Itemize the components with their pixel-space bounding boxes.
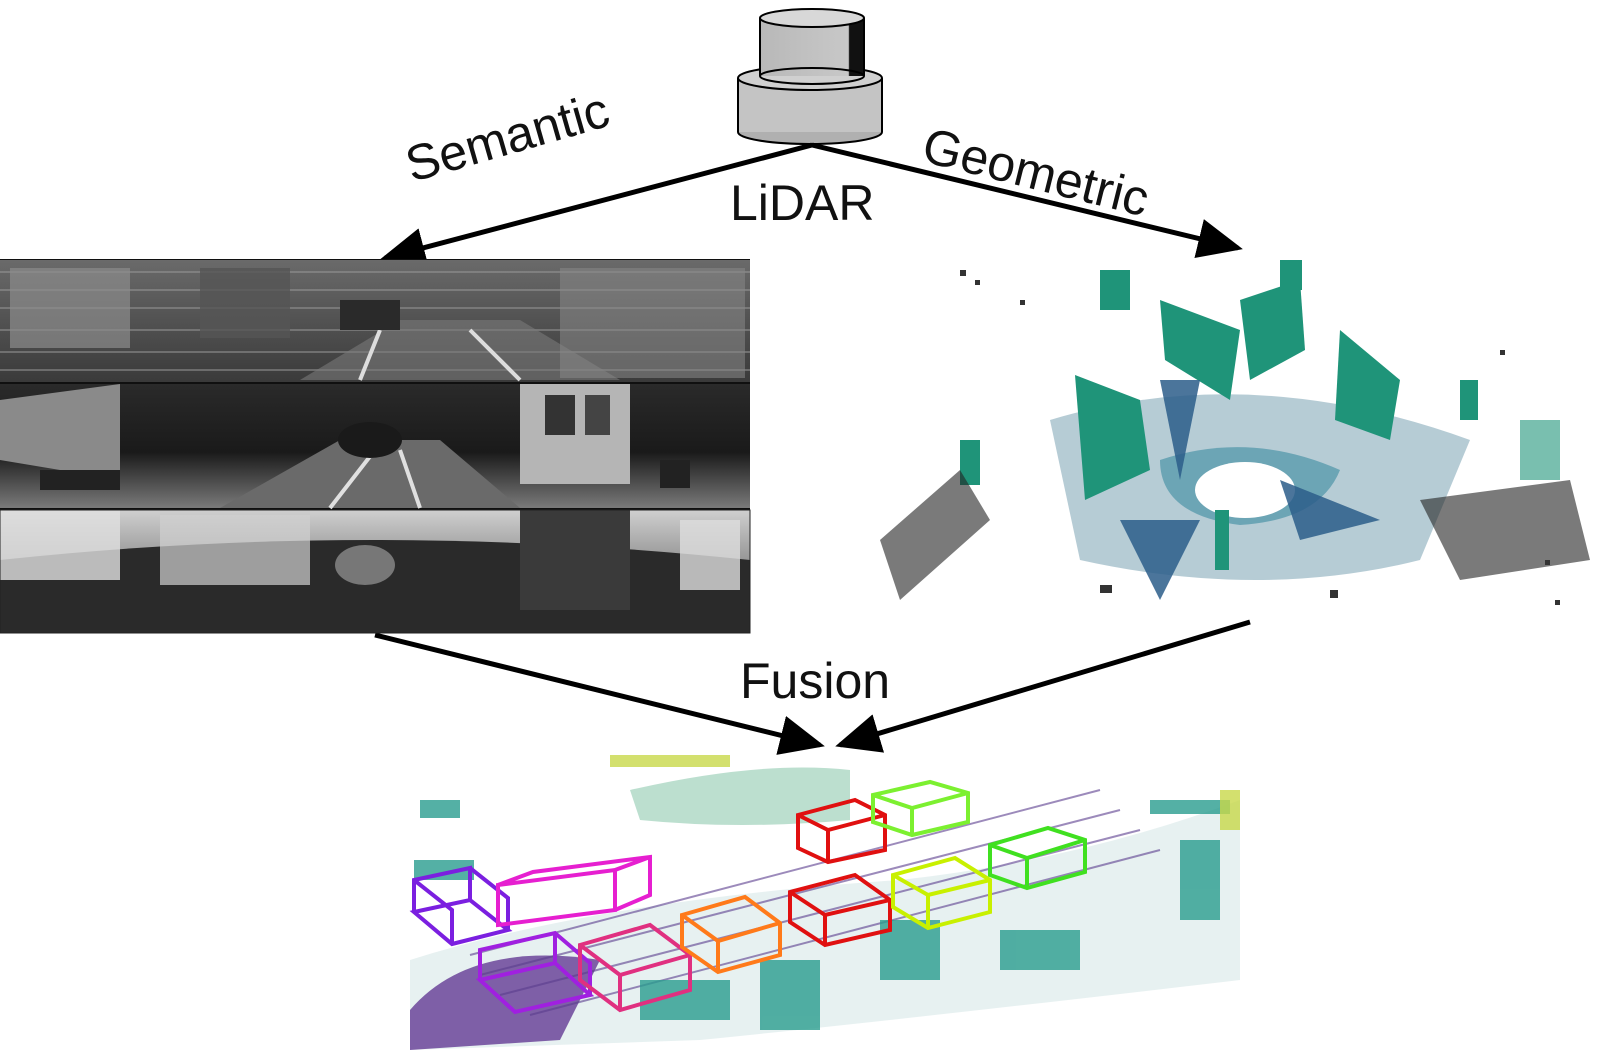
arrow-to-geometric (811, 142, 1243, 259)
lidar-sensor-icon (737, 8, 883, 145)
detection-box-orange (680, 894, 782, 975)
arrow-geometric-to-fusion (835, 619, 1251, 753)
detection-box-red-near (788, 872, 892, 948)
geometric-point-cloud (880, 260, 1590, 605)
detection-box-red-far (796, 797, 887, 865)
fusion-label: Fusion (740, 653, 891, 709)
detection-box-magenta (496, 854, 652, 928)
detection-box-purple (409, 865, 513, 947)
semantic-range-image (0, 259, 751, 634)
detection-box-violet (475, 930, 595, 1015)
detection-box-green-far (871, 779, 970, 838)
detection-box-green-near (988, 825, 1087, 891)
arrow-to-semantic (380, 142, 813, 268)
lidar-label: LiDAR (730, 175, 875, 231)
detection-box-yellowgreen (891, 855, 992, 931)
detection-box-pink (578, 922, 692, 1013)
fusion-detection-view (409, 755, 1240, 1050)
flow-arrows (374, 142, 1251, 755)
arrow-semantic-to-fusion (374, 632, 825, 755)
